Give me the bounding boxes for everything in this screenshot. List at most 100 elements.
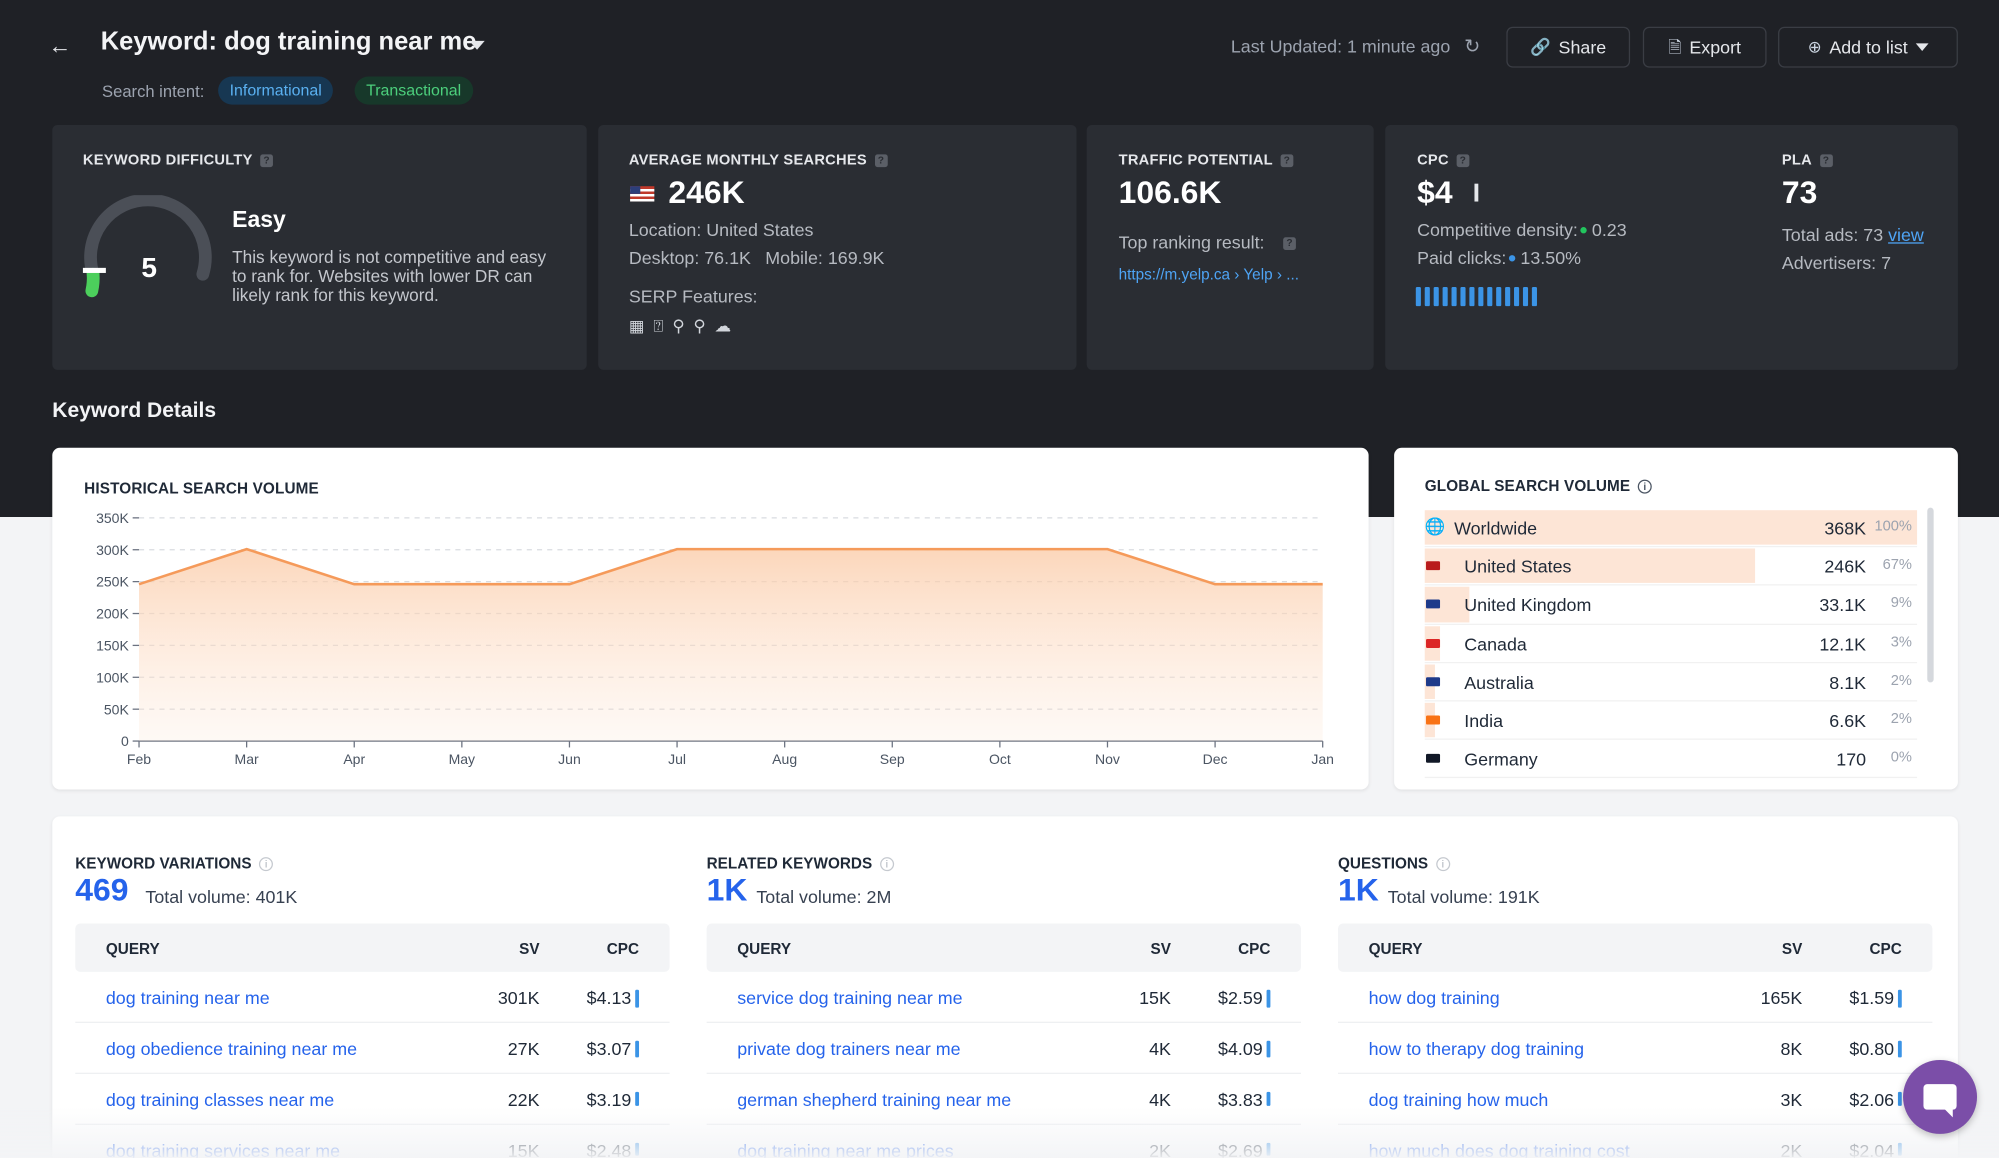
flag-ca-icon — [1426, 638, 1441, 648]
country-share: 3% — [1890, 634, 1912, 650]
global-volume-list: 🌐 Worldwide 368K 100% United States 246K… — [1424, 509, 1918, 779]
y-tick-label: 300K — [96, 542, 129, 558]
help-icon[interactable]: ? — [1280, 154, 1294, 168]
country-volume: 246K — [1824, 556, 1867, 577]
search-volume: 4K — [1149, 1038, 1171, 1059]
country-share: 67% — [1882, 557, 1912, 573]
y-tick-label: 250K — [96, 574, 129, 590]
global-volume-label: GLOBAL SEARCH VOLUME i — [1425, 477, 1652, 495]
back-arrow-icon[interactable]: ← — [48, 33, 72, 59]
info-icon[interactable]: i — [1637, 478, 1652, 493]
add-to-list-button[interactable]: ⊕ Add to list — [1778, 26, 1958, 68]
variations-count: 469 — [75, 872, 129, 909]
info-icon[interactable]: i — [259, 856, 274, 871]
green-dot-icon — [1580, 226, 1587, 234]
info-icon[interactable]: i — [879, 856, 894, 871]
query-link[interactable]: private dog trainers near me — [737, 1038, 961, 1059]
reviews-icon[interactable]: ☁ — [714, 316, 732, 336]
global-volume-title: GLOBAL SEARCH VOLUME — [1424, 477, 1631, 495]
chat-button[interactable] — [1903, 1059, 1978, 1134]
query-link[interactable]: dog training how much — [1368, 1089, 1549, 1110]
column-header-cpc[interactable]: CPC — [1238, 940, 1271, 958]
advertisers-count: Advertisers: 7 — [1781, 252, 1892, 273]
desktop-searches: Desktop: 76.1K — [628, 247, 751, 268]
table-row: dog training near me 301K $4.13 — [75, 972, 670, 1023]
query-link[interactable]: german shepherd training near me — [737, 1089, 1012, 1110]
refresh-icon[interactable]: ↻ — [1464, 35, 1481, 58]
pla-value: 73 — [1781, 174, 1818, 211]
search-volume: 22K — [507, 1089, 540, 1110]
export-button[interactable]: 🗎 Export — [1642, 26, 1767, 68]
column-header-sv[interactable]: SV — [1150, 940, 1171, 958]
monthly-searches-value: 246K — [668, 174, 745, 211]
share-bar — [1424, 548, 1756, 584]
page-title: Keyword: dog training near me — [100, 28, 477, 57]
help-icon[interactable]: ? — [1456, 154, 1470, 168]
y-tick-label: 100K — [96, 669, 129, 685]
related-label: RELATED KEYWORDS i — [707, 855, 894, 872]
question-icon[interactable]: ⍰ — [653, 316, 664, 336]
search-volume: 15K — [1139, 987, 1171, 1008]
cpc-value: $3.83 — [1218, 1089, 1263, 1110]
help-icon[interactable]: ? — [1819, 154, 1833, 168]
query-link[interactable]: how dog training — [1368, 987, 1500, 1008]
global-volume-row[interactable]: United States 246K 67% — [1424, 547, 1918, 586]
plus-circle-icon: ⊕ — [1807, 36, 1822, 57]
traffic-potential-card: TRAFFIC POTENTIAL ? 106.6K Top ranking r… — [1086, 124, 1374, 370]
column-header-query[interactable]: QUERY — [1368, 940, 1423, 958]
view-ads-link[interactable]: view — [1888, 224, 1924, 245]
map-pin-icon[interactable]: ⚲ — [672, 316, 685, 336]
country-name: United Kingdom — [1464, 594, 1592, 616]
column-header-query[interactable]: QUERY — [737, 940, 792, 958]
page-header: ← Keyword: dog training near me Search i… — [0, 0, 1999, 115]
query-link[interactable]: dog obedience training near me — [105, 1038, 358, 1059]
share-button[interactable]: 🔗 Share — [1506, 26, 1631, 68]
query-link[interactable]: how to therapy dog training — [1368, 1038, 1585, 1059]
blue-dot-icon — [1508, 254, 1516, 262]
cpc-bar — [635, 1040, 640, 1058]
table-row: dog obedience training near me 27K $3.07 — [75, 1023, 670, 1074]
keyword-difficulty-label: KEYWORD DIFFICULTY ? — [82, 153, 274, 169]
scrollbar[interactable] — [1927, 507, 1934, 683]
file-icon: 🗎 — [1668, 36, 1682, 57]
search-icon[interactable]: ⚲ — [693, 316, 706, 336]
chart-line — [138, 547, 1323, 586]
help-icon[interactable]: ? — [874, 154, 888, 168]
cpc-title: CPC — [1417, 153, 1449, 169]
global-volume-row[interactable]: United Kingdom 33.1K 9% — [1424, 586, 1918, 625]
image-icon[interactable]: ▦ — [628, 316, 645, 336]
query-link[interactable]: dog training classes near me — [105, 1089, 335, 1110]
historical-chart-title: HISTORICAL SEARCH VOLUME — [84, 479, 319, 498]
search-volume: 301K — [497, 987, 540, 1008]
column-header-query[interactable]: QUERY — [105, 940, 160, 958]
global-volume-row[interactable]: 🌐 Worldwide 368K 100% — [1424, 509, 1918, 548]
column-header-sv[interactable]: SV — [519, 940, 540, 958]
table-row: how to therapy dog training 8K $0.80 — [1337, 1023, 1933, 1074]
query-link[interactable]: service dog training near me — [737, 987, 963, 1008]
global-volume-row[interactable]: Germany 170 0% — [1424, 740, 1918, 779]
y-tick-label: 150K — [96, 638, 129, 654]
variations-total-volume: Total volume: 401K — [145, 886, 298, 907]
country-volume: 368K — [1824, 517, 1867, 539]
global-volume-row[interactable]: Canada 12.1K 3% — [1424, 624, 1918, 663]
help-icon[interactable]: ? — [1283, 237, 1296, 250]
query-link[interactable]: dog training near me — [105, 987, 270, 1008]
info-icon[interactable]: i — [1435, 856, 1450, 871]
difficulty-level: Easy — [232, 206, 286, 233]
flag-uk-icon — [1426, 599, 1441, 609]
historical-chart: 0 50K 100K 150K 200K 250K 300K 350K Feb Mar Apr May… — [96, 510, 1334, 767]
global-volume-row[interactable]: Australia 8.1K 2% — [1424, 663, 1918, 702]
keyword-difficulty-title: KEYWORD DIFFICULTY — [82, 153, 253, 169]
top-ranking-link[interactable]: https://m.yelp.ca › Yelp › ... — [1118, 265, 1299, 284]
serp-features-icons: ▦ ⍰ ⚲ ⚲ ☁ — [629, 316, 731, 336]
column-header-cpc[interactable]: CPC — [606, 940, 640, 958]
country-share: 0% — [1890, 750, 1912, 766]
chevron-down-icon[interactable] — [469, 40, 485, 50]
last-updated-text: Last Updated: 1 minute ago — [1230, 35, 1451, 57]
related-count: 1K — [706, 872, 748, 909]
column-header-cpc[interactable]: CPC — [1869, 940, 1902, 958]
help-icon[interactable]: ? — [260, 154, 274, 168]
column-header-sv[interactable]: SV — [1781, 940, 1803, 958]
global-volume-row[interactable]: India 6.6K 2% — [1424, 701, 1918, 740]
